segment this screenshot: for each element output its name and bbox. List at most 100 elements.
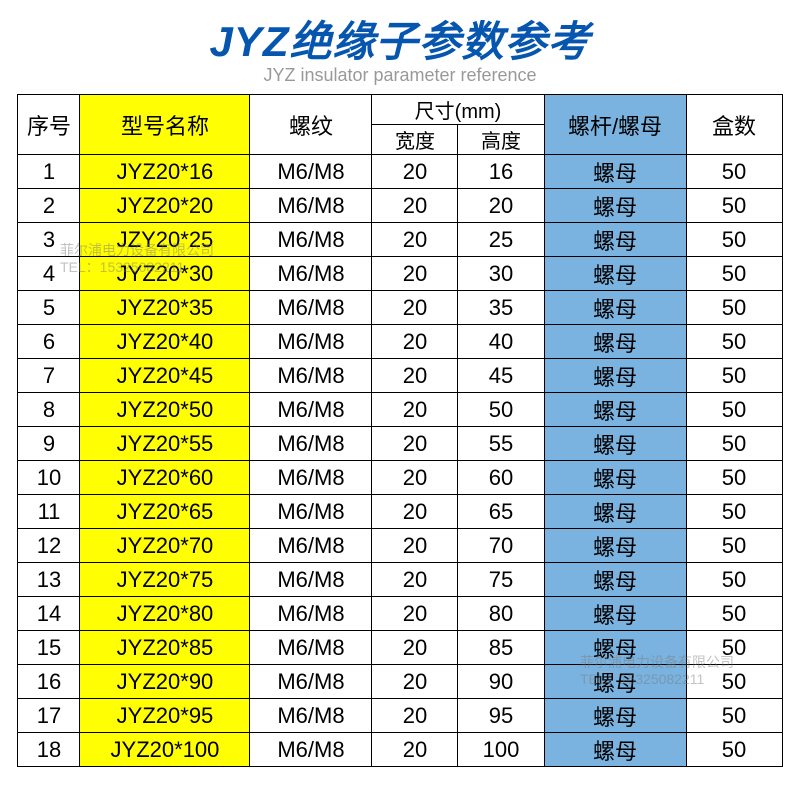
cell-box: 50 bbox=[686, 597, 782, 631]
cell-thread: M6/M8 bbox=[250, 631, 372, 665]
cell-box: 50 bbox=[686, 733, 782, 767]
cell-h: 40 bbox=[458, 325, 544, 359]
cell-w: 20 bbox=[372, 665, 458, 699]
table-row: 2JYZ20*20M6/M82020螺母50 bbox=[18, 189, 782, 223]
cell-seq: 15 bbox=[18, 631, 80, 665]
cell-seq: 11 bbox=[18, 495, 80, 529]
parameter-table: 序号 型号名称 螺纹 尺寸(mm) 螺杆/螺母 盒数 宽度 高度 1JYZ20*… bbox=[17, 94, 782, 767]
cell-h: 85 bbox=[458, 631, 544, 665]
cell-w: 20 bbox=[372, 631, 458, 665]
cell-model: JYZ20*50 bbox=[80, 393, 250, 427]
cell-thread: M6/M8 bbox=[250, 495, 372, 529]
cell-box: 50 bbox=[686, 257, 782, 291]
cell-model: JYZ20*75 bbox=[80, 563, 250, 597]
cell-sn: 螺母 bbox=[544, 155, 686, 189]
cell-sn: 螺母 bbox=[544, 325, 686, 359]
cell-seq: 3 bbox=[18, 223, 80, 257]
cell-w: 20 bbox=[372, 461, 458, 495]
cell-thread: M6/M8 bbox=[250, 291, 372, 325]
cell-thread: M6/M8 bbox=[250, 665, 372, 699]
cell-thread: M6/M8 bbox=[250, 155, 372, 189]
cell-seq: 5 bbox=[18, 291, 80, 325]
cell-box: 50 bbox=[686, 359, 782, 393]
cell-h: 70 bbox=[458, 529, 544, 563]
cell-seq: 13 bbox=[18, 563, 80, 597]
col-box: 盒数 bbox=[686, 95, 782, 155]
cell-sn: 螺母 bbox=[544, 665, 686, 699]
cell-model: JYZ20*70 bbox=[80, 529, 250, 563]
cell-w: 20 bbox=[372, 325, 458, 359]
table-row: 7JYZ20*45M6/M82045螺母50 bbox=[18, 359, 782, 393]
cell-sn: 螺母 bbox=[544, 699, 686, 733]
cell-w: 20 bbox=[372, 597, 458, 631]
cell-w: 20 bbox=[372, 291, 458, 325]
table-row: 17JYZ20*95M6/M82095螺母50 bbox=[18, 699, 782, 733]
cell-h: 55 bbox=[458, 427, 544, 461]
cell-sn: 螺母 bbox=[544, 427, 686, 461]
cell-sn: 螺母 bbox=[544, 495, 686, 529]
cell-h: 95 bbox=[458, 699, 544, 733]
cell-thread: M6/M8 bbox=[250, 699, 372, 733]
cell-model: JYZ20*40 bbox=[80, 325, 250, 359]
col-height: 高度 bbox=[458, 125, 544, 155]
cell-box: 50 bbox=[686, 665, 782, 699]
table-row: 11JYZ20*65M6/M82065螺母50 bbox=[18, 495, 782, 529]
table-row: 9JYZ20*55M6/M82055螺母50 bbox=[18, 427, 782, 461]
cell-w: 20 bbox=[372, 257, 458, 291]
table-row: 12JYZ20*70M6/M82070螺母50 bbox=[18, 529, 782, 563]
col-thread: 螺纹 bbox=[250, 95, 372, 155]
cell-box: 50 bbox=[686, 699, 782, 733]
cell-box: 50 bbox=[686, 393, 782, 427]
cell-model: JZY20*25 bbox=[80, 223, 250, 257]
cell-model: JYZ20*60 bbox=[80, 461, 250, 495]
cell-sn: 螺母 bbox=[544, 529, 686, 563]
cell-sn: 螺母 bbox=[544, 393, 686, 427]
cell-model: JYZ20*95 bbox=[80, 699, 250, 733]
cell-seq: 10 bbox=[18, 461, 80, 495]
cell-box: 50 bbox=[686, 563, 782, 597]
cell-box: 50 bbox=[686, 461, 782, 495]
cell-seq: 9 bbox=[18, 427, 80, 461]
cell-w: 20 bbox=[372, 529, 458, 563]
cell-sn: 螺母 bbox=[544, 733, 686, 767]
cell-h: 80 bbox=[458, 597, 544, 631]
cell-seq: 18 bbox=[18, 733, 80, 767]
cell-w: 20 bbox=[372, 155, 458, 189]
cell-w: 20 bbox=[372, 189, 458, 223]
cell-box: 50 bbox=[686, 325, 782, 359]
page-subtitle: JYZ insulator parameter reference bbox=[0, 65, 800, 86]
cell-sn: 螺母 bbox=[544, 257, 686, 291]
table-row: 8JYZ20*50M6/M82050螺母50 bbox=[18, 393, 782, 427]
cell-seq: 7 bbox=[18, 359, 80, 393]
col-model: 型号名称 bbox=[80, 95, 250, 155]
cell-box: 50 bbox=[686, 529, 782, 563]
cell-h: 100 bbox=[458, 733, 544, 767]
cell-model: JYZ20*65 bbox=[80, 495, 250, 529]
cell-h: 50 bbox=[458, 393, 544, 427]
cell-box: 50 bbox=[686, 155, 782, 189]
table-row: 5JYZ20*35M6/M82035螺母50 bbox=[18, 291, 782, 325]
col-screw-nut: 螺杆/螺母 bbox=[544, 95, 686, 155]
cell-model: JYZ20*20 bbox=[80, 189, 250, 223]
cell-seq: 4 bbox=[18, 257, 80, 291]
cell-sn: 螺母 bbox=[544, 563, 686, 597]
cell-model: JYZ20*90 bbox=[80, 665, 250, 699]
table-row: 13JYZ20*75M6/M82075螺母50 bbox=[18, 563, 782, 597]
cell-sn: 螺母 bbox=[544, 631, 686, 665]
cell-thread: M6/M8 bbox=[250, 733, 372, 767]
table-row: 3JZY20*25M6/M82025螺母50 bbox=[18, 223, 782, 257]
cell-model: JYZ20*45 bbox=[80, 359, 250, 393]
cell-w: 20 bbox=[372, 223, 458, 257]
cell-thread: M6/M8 bbox=[250, 393, 372, 427]
cell-model: JYZ20*30 bbox=[80, 257, 250, 291]
cell-seq: 12 bbox=[18, 529, 80, 563]
table-row: 4JYZ20*30M6/M82030螺母50 bbox=[18, 257, 782, 291]
cell-seq: 17 bbox=[18, 699, 80, 733]
cell-seq: 8 bbox=[18, 393, 80, 427]
cell-h: 75 bbox=[458, 563, 544, 597]
cell-thread: M6/M8 bbox=[250, 597, 372, 631]
cell-h: 60 bbox=[458, 461, 544, 495]
cell-sn: 螺母 bbox=[544, 359, 686, 393]
table-row: 16JYZ20*90M6/M82090螺母50 bbox=[18, 665, 782, 699]
col-width: 宽度 bbox=[372, 125, 458, 155]
